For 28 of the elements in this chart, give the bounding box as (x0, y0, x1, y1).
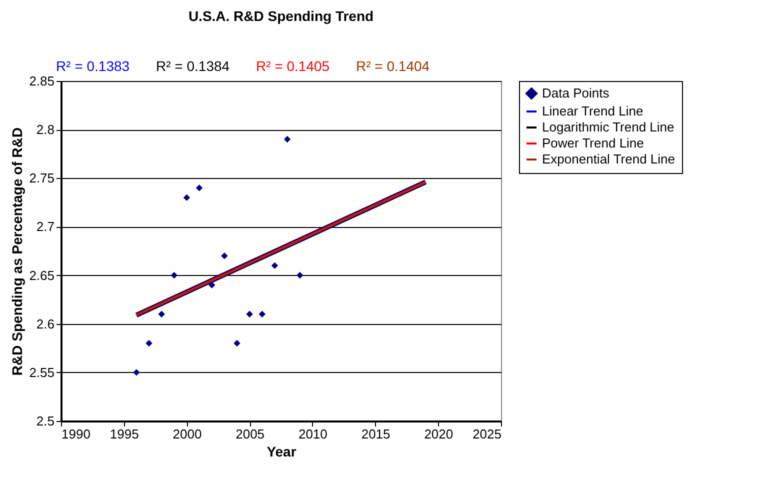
y-tick-label: 2.7 (36, 219, 54, 234)
x-tick-label: 2010 (298, 426, 328, 442)
x-tick-label: 1990 (62, 426, 90, 442)
y-axis-title: R&D Spending as Percentage of R&D (9, 127, 26, 376)
x-tick-label: 2025 (472, 426, 502, 442)
y-tick-label: 2.55 (29, 364, 54, 380)
x-tick-label: 2005 (236, 426, 265, 442)
legend-label: Logarithmic Trend Line (542, 120, 674, 134)
text: R² = 0.1383 (56, 58, 130, 74)
x-tick-label: 2015 (361, 426, 390, 442)
chart-title: U.S.A. R&D Spending Trend (188, 8, 374, 24)
text: R² = 0.1404 (356, 58, 430, 74)
y-tick-label: 2.85 (29, 74, 54, 88)
legend-label: Power Trend Line (542, 136, 644, 150)
legend-label: Data Points (542, 86, 610, 100)
text: R² = 0.1405 (256, 58, 330, 74)
y-tick-label: 2.5 (36, 414, 54, 428)
legend-label: Linear Trend Line (542, 104, 644, 118)
x-tick-label: 1995 (110, 426, 139, 442)
x-tick-label: 2020 (424, 426, 454, 442)
y-tick-label: 2.6 (36, 316, 54, 332)
legend-label: Exponential Trend Line (542, 152, 675, 166)
y-tick-label: 2.8 (36, 122, 54, 138)
text: R² = 0.1384 (156, 58, 230, 74)
y-tick-label: 2.65 (29, 268, 54, 283)
y-tick-label: 2.75 (29, 170, 54, 186)
x-tick-label: 2000 (172, 426, 202, 442)
x-axis-title: Year (266, 444, 297, 460)
